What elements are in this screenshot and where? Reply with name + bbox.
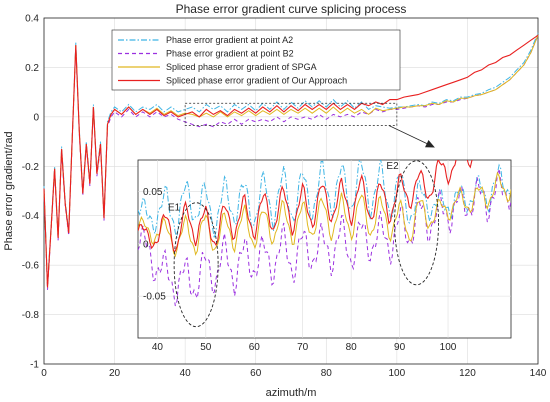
main-series-group	[43, 32, 539, 290]
inset-x-tick-label: 60	[249, 342, 261, 353]
x-tick-label: 140	[530, 368, 547, 379]
series-line-4	[43, 34, 539, 288]
x-tick-label: 0	[41, 368, 47, 379]
annotation-ellipse-e1	[173, 202, 219, 328]
y-tick-label: -0.4	[22, 211, 40, 222]
inset-y-tick-label: 0.05	[143, 187, 163, 198]
inset-x-tick-label: 90	[394, 342, 406, 353]
inset-x-tick-label: 80	[346, 342, 358, 353]
y-tick-label: -0.8	[22, 310, 40, 321]
x-tick-label: 20	[109, 368, 121, 379]
inset-x-tick-label: 70	[297, 342, 309, 353]
main-tick-labels: 0 20 40 60 80 100 120 140 -1 -0.8 -0.6 -0.4 -0.2 0 0.2…	[22, 14, 547, 380]
inset-x-tick-label: 50	[200, 342, 212, 353]
y-tick-label: -0.6	[22, 261, 40, 272]
x-tick-label: 40	[180, 368, 192, 379]
inset-series-group	[138, 160, 511, 307]
legend-entry-1: Phase error gradient at point A2	[166, 35, 293, 45]
inset-x-tick-label: 40	[152, 342, 164, 353]
inset-y-tick-label: -0.05	[143, 292, 166, 303]
inset-series-line-4	[138, 160, 473, 252]
x-tick-label: 60	[250, 368, 262, 379]
zoom-arrowhead	[425, 140, 435, 148]
x-tick-label: 80	[321, 368, 333, 379]
x-axis-label: azimuth/m	[266, 387, 317, 399]
annotation-label-e1: E1	[168, 203, 181, 214]
zoom-source-box	[184, 102, 398, 126]
inset-series-line-1	[138, 160, 511, 239]
y-tick-label: -0.2	[22, 162, 40, 173]
annotation-label-e2: E2	[386, 161, 399, 172]
legend: Phase error gradient at point A2 Phase er…	[111, 29, 401, 91]
inset-frame	[137, 159, 512, 339]
y-axis-label: Phase error gradient/rad	[3, 131, 15, 250]
inset-series-line-2	[138, 168, 511, 307]
inset-tick-labels: 40 50 60 70 80 90 100 -0.05 0 0.05	[143, 187, 457, 353]
inset-x-tick-label: 100	[440, 342, 457, 353]
legend-entry-4: Spliced phase error gradient of Our Appr…	[166, 76, 347, 86]
y-tick-label: -1	[30, 360, 39, 371]
x-tick-label: 120	[459, 368, 476, 379]
inset-series-line-3	[138, 171, 511, 258]
inset-chart: 40 50 60 70 80 90 100 -0.05 0 0.05 E1 E2	[137, 159, 512, 353]
legend-entry-3: Spliced phase error gradient of SPGA	[166, 62, 317, 72]
x-tick-label: 100	[389, 368, 406, 379]
inset-annotations: E1 E2	[168, 160, 439, 328]
zoom-arrow	[388, 125, 431, 146]
chart-title: Phase error gradient curve splicing proc…	[176, 2, 407, 16]
inset-y-tick-label: 0	[143, 239, 149, 250]
y-tick-label: 0	[33, 112, 39, 123]
legend-entry-2: Phase error gradient at point B2	[166, 49, 294, 59]
y-tick-label: 0.4	[25, 14, 39, 25]
y-tick-label: 0.2	[25, 63, 39, 74]
